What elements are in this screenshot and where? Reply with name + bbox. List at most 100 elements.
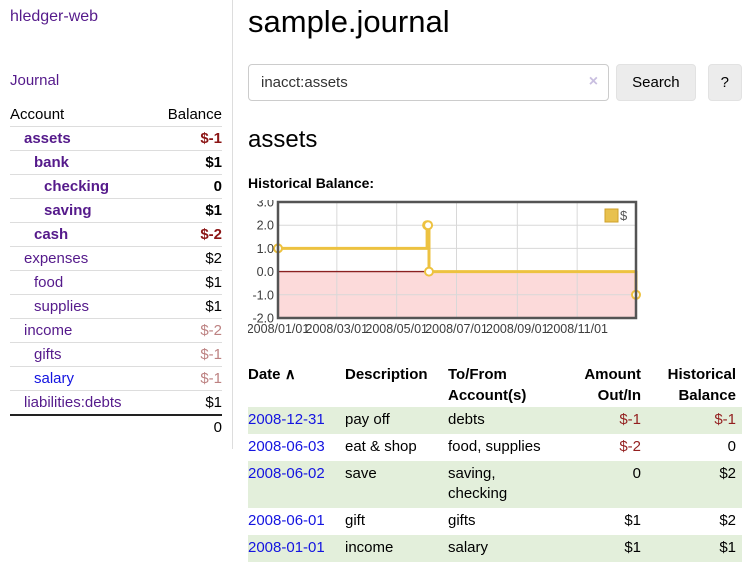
y-axis-tick-label: 2.0 xyxy=(257,219,274,233)
legend-swatch-icon xyxy=(605,209,618,222)
transaction-account: food, supplies xyxy=(448,434,569,461)
account-link-bank[interactable]: bank xyxy=(34,154,69,171)
x-axis-tick-label: 2008/03/01 xyxy=(306,322,369,336)
register-header-row: Date ∧ Description To/From Account(s) Am… xyxy=(248,363,742,407)
account-row-saving: saving $1 xyxy=(10,199,222,223)
account-row-cash: cash $-2 xyxy=(10,223,222,247)
transaction-balance: $2 xyxy=(641,508,742,535)
chart-y-axis-labels: 3.02.01.00.0-1.0-2.0 xyxy=(252,200,274,326)
transaction-amount: $1 xyxy=(569,508,641,535)
account-link-checking[interactable]: checking xyxy=(44,178,109,195)
account-link-food[interactable]: food xyxy=(34,274,63,291)
transaction-description: gift xyxy=(345,508,448,535)
account-row-checking: checking 0 xyxy=(10,175,222,199)
account-balance: $-1 xyxy=(153,343,222,367)
register-header-date[interactable]: Date ∧ xyxy=(248,363,345,407)
search-box: × xyxy=(248,64,609,101)
help-button[interactable]: ? xyxy=(708,64,742,101)
account-row-expenses: expenses $2 xyxy=(10,247,222,271)
register-table: Date ∧ Description To/From Account(s) Am… xyxy=(248,363,742,562)
register-row: 2008-06-02 save saving, checking 0 $2 xyxy=(248,461,742,508)
account-row-gifts: gifts $-1 xyxy=(10,343,222,367)
clear-search-icon[interactable]: × xyxy=(589,73,598,91)
accounts-header-balance: Balance xyxy=(153,103,222,127)
account-row-supplies: supplies $1 xyxy=(10,295,222,319)
transaction-amount: 0 xyxy=(569,461,641,508)
account-link-gifts[interactable]: gifts xyxy=(34,346,62,363)
app-title-link[interactable]: hledger-web xyxy=(10,8,222,26)
transaction-balance: $1 xyxy=(641,535,742,562)
transaction-date-link[interactable]: 2008-12-31 xyxy=(248,411,325,428)
sort-asc-icon: ∧ xyxy=(285,366,296,383)
account-title: assets xyxy=(248,126,742,154)
accounts-total-row: 0 xyxy=(10,415,222,439)
account-link-cash[interactable]: cash xyxy=(34,226,68,243)
transaction-account: debts xyxy=(448,407,569,434)
data-point-marker xyxy=(425,268,433,276)
transaction-description: pay off xyxy=(345,407,448,434)
data-point-marker xyxy=(424,221,432,229)
account-balance: $2 xyxy=(153,247,222,271)
transaction-amount: $-1 xyxy=(569,407,641,434)
y-axis-tick-label: 0.0 xyxy=(257,265,274,279)
register-row: 2008-06-03 eat & shop food, supplies $-2… xyxy=(248,434,742,461)
transaction-account: saving, checking xyxy=(448,461,569,508)
register-header-description: Description xyxy=(345,363,448,407)
account-balance: $1 xyxy=(153,151,222,175)
chart-x-axis-labels: 2008/01/012008/03/012008/05/012008/07/01… xyxy=(248,322,608,336)
account-balance: $1 xyxy=(153,271,222,295)
transaction-description: income xyxy=(345,535,448,562)
y-axis-tick-label: 3.0 xyxy=(257,200,274,210)
account-balance: $-1 xyxy=(153,367,222,391)
register-row: 2008-12-31 pay off debts $-1 $-1 xyxy=(248,407,742,434)
register-row: 2008-06-01 gift gifts $1 $2 xyxy=(248,508,742,535)
register-row: 2008-01-01 income salary $1 $1 xyxy=(248,535,742,562)
transaction-description: eat & shop xyxy=(345,434,448,461)
account-balance: $-2 xyxy=(153,319,222,343)
account-row-salary: salary $-1 xyxy=(10,367,222,391)
sidebar-item-journal[interactable]: Journal xyxy=(10,72,222,89)
y-axis-tick-label: -1.0 xyxy=(252,288,274,302)
x-axis-tick-label: 2008/11/01 xyxy=(546,322,608,336)
main-content: sample.journal × Search ? assets Histori… xyxy=(248,0,742,562)
account-link-expenses[interactable]: expenses xyxy=(24,250,88,267)
sidebar: hledger-web Journal Account Balance asse… xyxy=(0,0,233,449)
accounts-table: Account Balance assets $-1 bank $1 checkin… xyxy=(10,103,222,439)
search-button[interactable]: Search xyxy=(616,64,696,101)
transaction-account: gifts xyxy=(448,508,569,535)
x-axis-tick-label: 2008/05/01 xyxy=(365,322,428,336)
register-header-amount: Amount Out/In xyxy=(569,363,641,407)
account-link-saving[interactable]: saving xyxy=(44,202,92,219)
x-axis-tick-label: 2008/07/01 xyxy=(425,322,488,336)
account-balance: 0 xyxy=(153,175,222,199)
accounts-header-account: Account xyxy=(10,103,153,127)
account-balance: $-1 xyxy=(153,127,222,151)
account-link-liabilities-debts[interactable]: liabilities:debts xyxy=(24,394,122,411)
account-link-salary[interactable]: salary xyxy=(34,370,74,387)
x-axis-tick-label: 2008/01/01 xyxy=(248,322,309,336)
accounts-total-balance: 0 xyxy=(153,415,222,439)
transaction-date-link[interactable]: 2008-06-02 xyxy=(248,465,325,482)
account-link-supplies[interactable]: supplies xyxy=(34,298,89,315)
historical-balance-chart: $ 3.02.01.00.0-1.0-2.0 2008/01/012008/03… xyxy=(248,200,742,340)
search-input[interactable] xyxy=(248,64,609,101)
page-title: sample.journal xyxy=(248,4,742,40)
account-balance: $1 xyxy=(153,199,222,223)
register-header-account: To/From Account(s) xyxy=(448,363,569,407)
legend-label: $ xyxy=(620,208,628,223)
transaction-description: save xyxy=(345,461,448,508)
account-link-income[interactable]: income xyxy=(24,322,72,339)
transaction-amount: $-2 xyxy=(569,434,641,461)
transaction-date-link[interactable]: 2008-06-03 xyxy=(248,438,325,455)
account-row-income: income $-2 xyxy=(10,319,222,343)
account-row-liabilities-debts: liabilities:debts$1 xyxy=(10,391,222,416)
transaction-date-link[interactable]: 2008-06-01 xyxy=(248,512,325,529)
transaction-amount: $1 xyxy=(569,535,641,562)
transaction-balance: 0 xyxy=(641,434,742,461)
account-balance: $-2 xyxy=(153,223,222,247)
account-balance: $1 xyxy=(153,295,222,319)
account-link-assets[interactable]: assets xyxy=(24,130,71,147)
transaction-date-link[interactable]: 2008-01-01 xyxy=(248,539,325,556)
chart-legend: $ xyxy=(605,208,628,223)
account-row-bank: bank $1 xyxy=(10,151,222,175)
